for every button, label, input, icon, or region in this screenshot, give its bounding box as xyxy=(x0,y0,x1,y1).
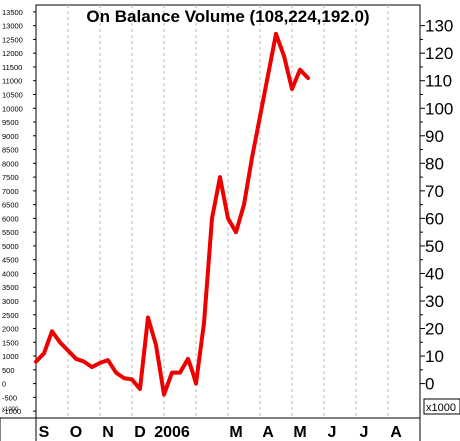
right-axis: 0 10 20 30 40 50 60 70 80 90 100 110 120 130 xyxy=(420,17,453,394)
left-tick-label: -1000 xyxy=(2,407,21,416)
left-tick-label: 11000 xyxy=(2,77,22,86)
left-tick-label: 5000 xyxy=(2,242,19,251)
right-tick-label: 50 xyxy=(425,237,444,256)
left-cut-label: x1000 xyxy=(2,407,19,413)
month-label: A xyxy=(390,424,402,441)
month-label: M xyxy=(229,424,242,441)
month-label: J xyxy=(328,424,337,441)
left-tick-label: 13500 xyxy=(2,8,23,17)
right-multiplier-label: x1000 xyxy=(426,402,456,414)
left-tick-label: 12500 xyxy=(2,35,23,44)
month-label: J xyxy=(360,424,369,441)
month-label: N xyxy=(102,424,114,441)
month-label: M xyxy=(293,424,306,441)
left-tick-label: -500 xyxy=(2,393,17,402)
right-tick-label: 40 xyxy=(425,264,444,283)
left-tick-label: 500 xyxy=(2,366,15,375)
right-tick-label: 0 xyxy=(425,375,434,394)
left-tick-label: 13000 xyxy=(2,22,23,31)
month-label: D xyxy=(134,424,146,441)
left-tick-label: 10000 xyxy=(2,104,23,113)
left-tick-label: 3000 xyxy=(2,297,19,306)
right-tick-label: 10 xyxy=(425,347,444,366)
left-tick-label: 3500 xyxy=(2,283,19,292)
month-strip xyxy=(0,417,421,441)
right-multiplier-box xyxy=(423,398,460,415)
left-tick-label: 8000 xyxy=(2,159,19,168)
right-tick-label: 80 xyxy=(425,154,444,173)
month-label: O xyxy=(70,424,82,441)
left-tick-label: 4500 xyxy=(2,256,19,265)
month-label: S xyxy=(39,424,50,441)
month-label: A xyxy=(262,424,274,441)
left-tick-label: 12000 xyxy=(2,49,23,58)
left-tick-label: 7000 xyxy=(2,187,19,196)
left-tick-label: 5500 xyxy=(2,228,19,237)
left-tick-label: 6000 xyxy=(2,214,19,223)
left-tick-label: 8500 xyxy=(2,146,19,155)
left-tick-label: 9500 xyxy=(2,118,19,127)
series-layer xyxy=(34,31,310,397)
left-tick-label: 2000 xyxy=(2,325,19,334)
left-tick-label: 9000 xyxy=(2,132,19,141)
left-tick-label: 1000 xyxy=(2,352,19,361)
left-tick-label: 0 xyxy=(2,380,6,389)
left-tick-label: 1500 xyxy=(2,338,19,347)
right-tick-label: 110 xyxy=(425,72,452,91)
left-axis: -1000 -500 0 500 1000 1500 2000 2500 3000 3500 400… xyxy=(2,8,36,416)
chart-title: On Balance Volume (108,224,192.0) xyxy=(86,7,369,26)
month-label: 2006 xyxy=(154,424,190,441)
left-tick-label: 2500 xyxy=(2,311,19,320)
right-tick-label: 20 xyxy=(425,320,444,339)
obv-series-line xyxy=(34,31,310,397)
left-tick-label: 6500 xyxy=(2,201,19,210)
right-tick-label: 120 xyxy=(425,44,453,63)
month-axis: S O N D 2006 M A M J J A xyxy=(39,424,403,441)
right-tick-label: 130 xyxy=(425,17,453,36)
right-tick-label: 70 xyxy=(425,182,444,201)
left-tick-label: 7500 xyxy=(2,173,19,182)
left-tick-label: 10500 xyxy=(2,90,23,99)
left-tick-label: 4000 xyxy=(2,269,19,278)
right-tick-label: 30 xyxy=(425,292,444,311)
right-tick-label: 100 xyxy=(425,99,453,118)
left-tick-label: 11500 xyxy=(2,63,22,72)
right-tick-label: 90 xyxy=(425,127,444,146)
right-tick-label: 60 xyxy=(425,209,444,228)
